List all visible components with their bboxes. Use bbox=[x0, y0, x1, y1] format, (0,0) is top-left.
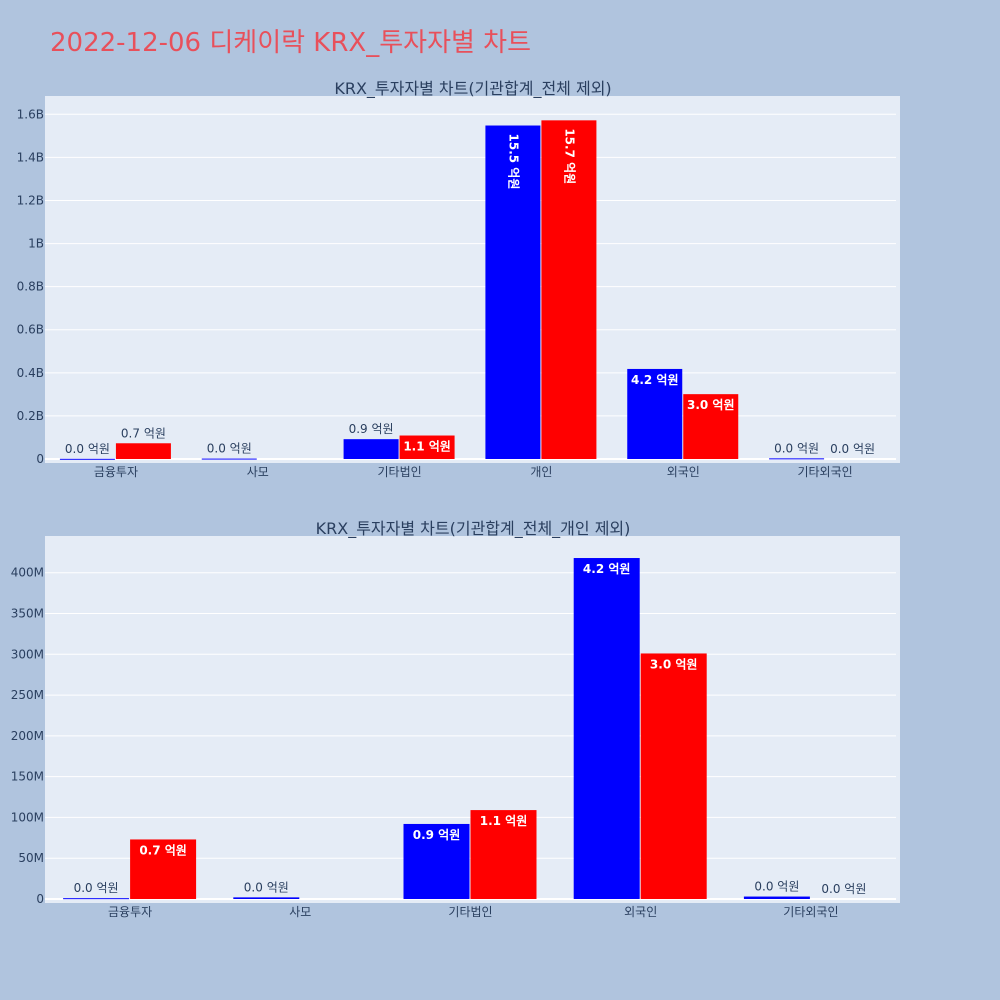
bar-red bbox=[470, 810, 537, 899]
plot-area bbox=[45, 96, 900, 463]
data-label: 0.0 억원 bbox=[207, 442, 252, 456]
x-tick-label: 기타외국인 bbox=[783, 905, 838, 919]
bar-red bbox=[130, 839, 197, 899]
x-tick-label: 기타외국인 bbox=[797, 465, 852, 479]
data-label: 15.7 억원 bbox=[562, 128, 576, 184]
y-tick-label: 0.2B bbox=[17, 409, 44, 423]
data-label: 0.0 억원 bbox=[774, 441, 819, 455]
x-tick-label: 개인 bbox=[530, 465, 552, 479]
data-label: 15.5 억원 bbox=[506, 134, 520, 190]
y-tick-label: 1B bbox=[28, 237, 44, 251]
data-label: 0.7 억원 bbox=[121, 426, 166, 440]
y-tick-label: 1.4B bbox=[17, 150, 44, 164]
chart-title: KRX_투자자별 차트(기관합계_전체_개인 제외) bbox=[316, 519, 631, 539]
data-label: 0.7 억원 bbox=[139, 843, 187, 857]
y-tick-label: 0 bbox=[36, 892, 44, 906]
bar-blue bbox=[233, 897, 300, 899]
y-tick-label: 0.8B bbox=[17, 280, 44, 294]
x-tick-label: 금융투자 bbox=[108, 905, 152, 919]
bar-red bbox=[541, 120, 597, 459]
data-label: 4.2 억원 bbox=[631, 373, 679, 387]
bar-red bbox=[399, 435, 455, 459]
bar-blue bbox=[403, 823, 470, 899]
bar-blue bbox=[627, 368, 683, 459]
y-tick-label: 50M bbox=[18, 851, 44, 865]
page-title: 2022-12-06 디케이락 KRX_투자자별 차트 bbox=[50, 28, 532, 58]
y-tick-label: 300M bbox=[11, 647, 44, 661]
bar-blue bbox=[201, 458, 257, 460]
chart-title: KRX_투자자별 차트(기관합계_전체 제외) bbox=[334, 79, 611, 99]
data-label: 0.9 억원 bbox=[413, 828, 461, 842]
y-tick-label: 400M bbox=[11, 566, 44, 580]
y-tick-label: 350M bbox=[11, 606, 44, 620]
bar-blue bbox=[485, 125, 541, 459]
y-tick-label: 0.4B bbox=[17, 366, 44, 380]
bar-blue bbox=[573, 558, 640, 899]
bar-blue bbox=[59, 458, 115, 460]
x-tick-label: 금융투자 bbox=[94, 465, 138, 479]
bar-blue bbox=[343, 439, 399, 459]
y-tick-label: 0.6B bbox=[17, 323, 44, 337]
data-label: 0.0 억원 bbox=[65, 442, 110, 456]
chart-2: KRX_투자자별 차트(기관합계_전체_개인 제외) 0 50M 100M 150M 20… bbox=[11, 519, 900, 919]
x-tick-label: 외국인 bbox=[624, 905, 657, 919]
y-tick-label: 1.2B bbox=[17, 193, 44, 207]
data-label: 0.0 억원 bbox=[754, 880, 799, 894]
data-label: 0.0 억원 bbox=[830, 442, 875, 456]
y-tick-label: 0 bbox=[36, 452, 44, 466]
x-tick-label: 기타법인 bbox=[377, 465, 421, 479]
x-tick-label: 외국인 bbox=[667, 465, 700, 479]
bar-red bbox=[640, 653, 707, 899]
y-tick-label: 250M bbox=[11, 688, 44, 702]
bar-red bbox=[115, 443, 171, 459]
data-label: 1.1 억원 bbox=[480, 814, 528, 828]
y-tick-label: 100M bbox=[11, 810, 44, 824]
data-label: 4.2 억원 bbox=[583, 562, 631, 576]
y-tick-label: 1.6B bbox=[17, 107, 44, 121]
data-label: 0.9 억원 bbox=[349, 422, 394, 436]
data-label: 0.0 억원 bbox=[74, 881, 119, 895]
chart-1: KRX_투자자별 차트(기관합계_전체 제외) 0 0.2B 0.4B 0.6B 0.8B… bbox=[17, 79, 900, 479]
bar-blue bbox=[63, 898, 130, 900]
x-tick-label: 기타법인 bbox=[448, 905, 492, 919]
bar-red bbox=[683, 394, 739, 459]
x-tick-label: 사모 bbox=[289, 905, 311, 919]
bar-blue bbox=[769, 458, 825, 460]
data-label: 3.0 억원 bbox=[687, 398, 735, 412]
data-label: 3.0 억원 bbox=[650, 657, 698, 671]
y-tick-label: 150M bbox=[11, 770, 44, 784]
x-tick-label: 사모 bbox=[247, 465, 269, 479]
bar-blue bbox=[743, 896, 810, 899]
data-label: 0.0 억원 bbox=[821, 882, 866, 896]
data-label: 0.0 억원 bbox=[244, 880, 289, 894]
data-label: 1.1 억원 bbox=[403, 440, 451, 454]
y-tick-label: 200M bbox=[11, 729, 44, 743]
